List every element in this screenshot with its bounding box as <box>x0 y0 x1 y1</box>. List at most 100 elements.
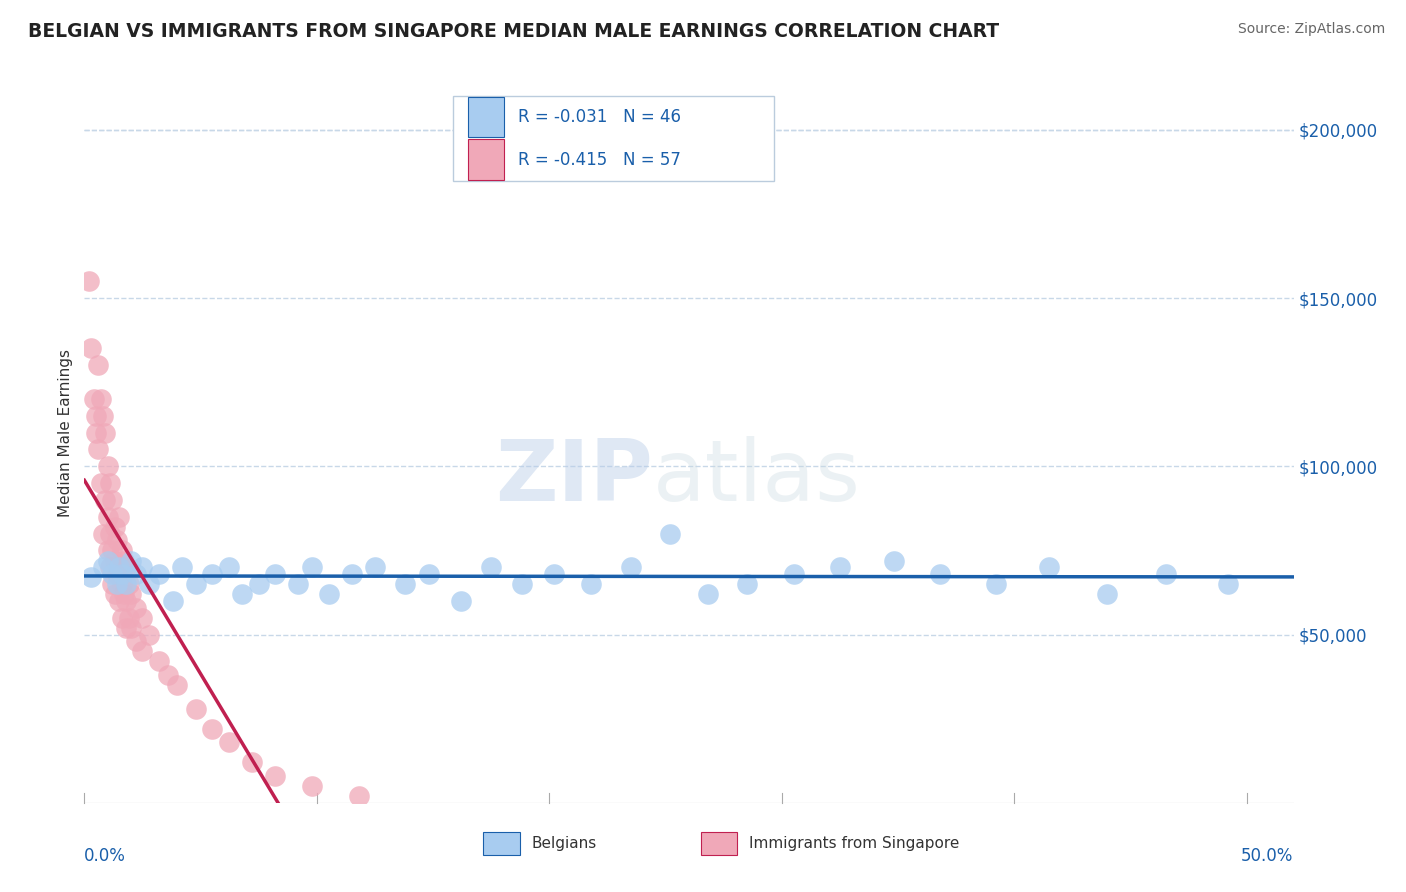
Point <box>120 553 142 567</box>
Point <box>77 274 100 288</box>
Point <box>984 577 1007 591</box>
Point <box>97 543 120 558</box>
Point <box>218 560 240 574</box>
Point <box>110 610 132 624</box>
Point <box>510 577 533 591</box>
Point <box>170 560 193 574</box>
Point <box>104 520 127 534</box>
Point <box>782 566 804 581</box>
Point <box>108 509 131 524</box>
Point <box>231 587 253 601</box>
Point <box>240 756 263 770</box>
Point <box>98 560 121 574</box>
Point <box>105 533 128 548</box>
Point <box>110 543 132 558</box>
Point <box>120 621 142 635</box>
Point <box>105 566 128 581</box>
Point <box>97 553 120 567</box>
Point <box>94 425 117 440</box>
Point <box>247 577 270 591</box>
Point <box>105 577 128 591</box>
FancyBboxPatch shape <box>453 95 773 181</box>
Point <box>696 587 718 601</box>
Point <box>148 655 170 669</box>
Point <box>115 577 138 591</box>
Point <box>97 509 120 524</box>
Point <box>87 442 110 457</box>
Point <box>98 476 121 491</box>
Point <box>91 409 114 423</box>
Point <box>166 678 188 692</box>
FancyBboxPatch shape <box>702 832 737 855</box>
Point <box>94 492 117 507</box>
Point <box>101 566 124 581</box>
Point <box>659 526 682 541</box>
Point <box>101 492 124 507</box>
Point <box>287 577 309 591</box>
Point <box>91 560 114 574</box>
Point <box>112 587 135 601</box>
Point <box>218 735 240 749</box>
Point <box>131 610 153 624</box>
Point <box>131 644 153 658</box>
Point <box>101 543 124 558</box>
Point <box>450 594 472 608</box>
Point <box>97 459 120 474</box>
Point <box>124 600 146 615</box>
Point <box>340 566 363 581</box>
Point <box>108 560 131 574</box>
Point <box>124 566 146 581</box>
Text: R = -0.031   N = 46: R = -0.031 N = 46 <box>519 108 682 126</box>
Text: ZIP: ZIP <box>495 435 652 518</box>
Point <box>117 610 139 624</box>
Point <box>830 560 852 574</box>
Point <box>162 594 184 608</box>
Point <box>138 577 160 591</box>
Point <box>110 577 132 591</box>
Point <box>115 621 138 635</box>
Point <box>108 594 131 608</box>
Point <box>110 566 132 581</box>
Point <box>543 566 565 581</box>
Point <box>394 577 416 591</box>
Point <box>104 553 127 567</box>
Point <box>929 566 952 581</box>
Point <box>115 560 138 574</box>
Text: Source: ZipAtlas.com: Source: ZipAtlas.com <box>1237 22 1385 37</box>
Point <box>112 553 135 567</box>
Point <box>301 560 323 574</box>
Point <box>138 627 160 641</box>
Point <box>1218 577 1240 591</box>
Point <box>83 392 105 406</box>
Point <box>184 577 207 591</box>
Point <box>347 789 370 803</box>
Point <box>1154 566 1177 581</box>
Text: BELGIAN VS IMMIGRANTS FROM SINGAPORE MEDIAN MALE EARNINGS CORRELATION CHART: BELGIAN VS IMMIGRANTS FROM SINGAPORE MED… <box>28 22 1000 41</box>
Point <box>117 577 139 591</box>
Text: R = -0.415   N = 57: R = -0.415 N = 57 <box>519 151 682 169</box>
Point <box>91 526 114 541</box>
Text: 0.0%: 0.0% <box>84 847 127 865</box>
Text: Belgians: Belgians <box>531 836 598 851</box>
Point <box>101 577 124 591</box>
Point <box>1097 587 1119 601</box>
Point <box>90 476 112 491</box>
Point <box>264 566 287 581</box>
Point <box>115 594 138 608</box>
Point <box>301 779 323 793</box>
Point <box>108 560 131 574</box>
Point <box>98 526 121 541</box>
Point <box>157 668 180 682</box>
Point <box>318 587 340 601</box>
Text: Immigrants from Singapore: Immigrants from Singapore <box>749 836 960 851</box>
Text: atlas: atlas <box>652 435 860 518</box>
Y-axis label: Median Male Earnings: Median Male Earnings <box>58 349 73 516</box>
Point <box>148 566 170 581</box>
Point <box>80 342 103 356</box>
Point <box>201 722 224 736</box>
Point <box>883 553 905 567</box>
Point <box>131 560 153 574</box>
Point <box>84 425 107 440</box>
Point <box>104 587 127 601</box>
Point <box>735 577 758 591</box>
